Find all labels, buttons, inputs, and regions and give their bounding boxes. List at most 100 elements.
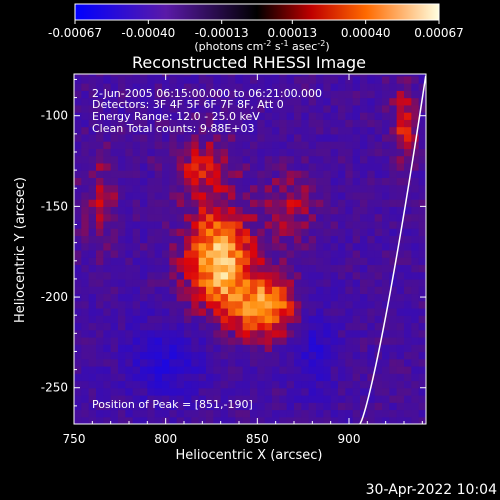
- heatmap-cell: [220, 104, 229, 113]
- heatmap-cell: [367, 126, 376, 135]
- heatmap-cell: [374, 278, 383, 287]
- heatmap-cell: [286, 112, 295, 120]
- heatmap-cell: [396, 75, 405, 84]
- heatmap-cell: [360, 133, 368, 142]
- heatmap-cell: [140, 336, 148, 345]
- heatmap-cell: [96, 329, 104, 338]
- heatmap-cell: [294, 104, 302, 113]
- heatmap-cell: [330, 416, 339, 424]
- heatmap-cell: [191, 293, 200, 302]
- heatmap-cell: [323, 402, 332, 411]
- heatmap-cell: [176, 104, 185, 113]
- heatmap-cell: [125, 409, 134, 418]
- heatmap-cell: [360, 242, 368, 251]
- heatmap-cell: [396, 90, 405, 99]
- heatmap-cell: [396, 141, 405, 149]
- heatmap-cell: [418, 387, 426, 396]
- heatmap-cell: [147, 264, 156, 273]
- heatmap-cell: [147, 344, 156, 353]
- heatmap-cell: [360, 293, 368, 302]
- heatmap-cell: [308, 271, 317, 280]
- heatmap-cell: [418, 394, 426, 403]
- heatmap-cell: [382, 191, 390, 200]
- heatmap-cell: [242, 249, 251, 258]
- heatmap-cell: [132, 75, 141, 84]
- heatmap-cell: [396, 148, 405, 157]
- heatmap-cell: [367, 119, 376, 128]
- heatmap-cell: [382, 184, 390, 193]
- heatmap-cell: [316, 271, 324, 280]
- heatmap-cell: [338, 365, 346, 374]
- heatmap-cell: [206, 293, 214, 302]
- heatmap-cell: [125, 235, 134, 244]
- heatmap-cell: [242, 74, 251, 77]
- heatmap-cell: [103, 220, 112, 229]
- heatmap-cell: [184, 257, 192, 266]
- heatmap-cell: [345, 126, 354, 135]
- heatmap-cell: [125, 83, 134, 91]
- heatmap-cell: [264, 329, 273, 338]
- heatmap-cell: [81, 126, 90, 135]
- heatmap-cell: [338, 322, 346, 331]
- heatmap-cell: [316, 373, 324, 382]
- heatmap-cell: [367, 191, 376, 200]
- heatmap-cell: [198, 90, 207, 99]
- heatmap-cell: [411, 257, 420, 266]
- heatmap-cell: [418, 409, 426, 418]
- heatmap-cell: [330, 257, 339, 266]
- heatmap-cell: [176, 148, 185, 157]
- heatmap-cell: [96, 112, 104, 120]
- heatmap-cell: [228, 329, 236, 338]
- heatmap-cell: [169, 264, 178, 273]
- heatmap-cell: [338, 249, 346, 258]
- heatmap-cell: [279, 177, 288, 186]
- heatmap-cell: [169, 228, 178, 236]
- heatmap-cell: [206, 155, 214, 164]
- heatmap-cell: [396, 170, 405, 178]
- heatmap-cell: [389, 402, 398, 411]
- heatmap-cell: [206, 213, 214, 222]
- heatmap-cell: [228, 75, 236, 84]
- heatmap-cell: [345, 409, 354, 418]
- heatmap-cell: [81, 358, 90, 367]
- heatmap-cell: [103, 351, 112, 360]
- heatmap-cell: [404, 235, 412, 244]
- heatmap-cell: [162, 300, 170, 309]
- heatmap-cell: [338, 373, 346, 382]
- heatmap-cell: [330, 162, 339, 171]
- heatmap-cell: [81, 271, 90, 280]
- heatmap-cell: [382, 104, 390, 113]
- heatmap-cell: [294, 191, 302, 200]
- heatmap-cell: [250, 83, 258, 91]
- heatmap-cell: [162, 336, 170, 345]
- heatmap-cell: [176, 184, 185, 193]
- heatmap-cell: [110, 90, 119, 99]
- heatmap-cell: [81, 336, 90, 345]
- colorbar-tick-label: 0.00067: [414, 26, 464, 40]
- heatmap-cell: [176, 300, 185, 309]
- heatmap-cell: [213, 83, 222, 91]
- heatmap-cell: [162, 249, 170, 258]
- heatmap-cell: [360, 83, 368, 91]
- heatmap-cell: [228, 409, 236, 418]
- heatmap-cell: [228, 155, 236, 164]
- heatmap-cell: [294, 83, 302, 91]
- heatmap-cell: [213, 416, 222, 424]
- heatmap-cell: [330, 278, 339, 287]
- heatmap-cell: [191, 155, 200, 164]
- heatmap-cell: [272, 228, 280, 236]
- heatmap-cell: [418, 177, 426, 186]
- heatmap-cell: [198, 307, 207, 316]
- heatmap-cell: [74, 191, 82, 200]
- heatmap-cell: [184, 249, 192, 258]
- heatmap-cell: [118, 83, 126, 91]
- heatmap-cell: [140, 344, 148, 353]
- heatmap-cell: [154, 416, 163, 424]
- heatmap-cell: [74, 336, 82, 345]
- heatmap-cell: [338, 184, 346, 193]
- heatmap-cell: [147, 278, 156, 287]
- heatmap-cell: [96, 228, 104, 236]
- heatmap-cell: [374, 358, 383, 367]
- heatmap-cell: [228, 141, 236, 149]
